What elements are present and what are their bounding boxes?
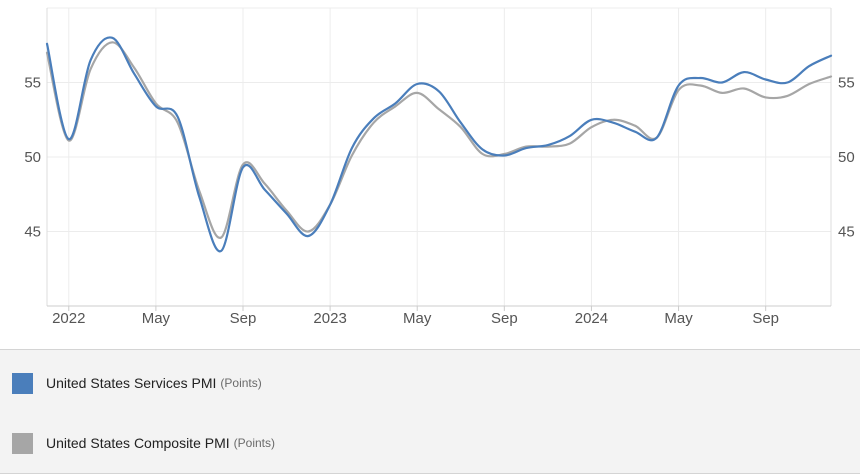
legend-swatch-services (12, 372, 33, 394)
y-tick-label-left: 55 (24, 75, 41, 92)
y-tick-label-right: 45 (838, 224, 855, 241)
axes (46, 8, 832, 311)
x-tick-label: 2023 (313, 310, 346, 327)
series-line-composite (45, 41, 833, 239)
chart-area: 45 45 50 50 55 55 2022 May Sep 2023 May Sep 2024 May S… (24, 7, 855, 328)
x-tick-label: May (142, 310, 171, 327)
x-tick-label: May (403, 310, 432, 327)
x-tick-label: 2024 (575, 310, 608, 327)
gridlines (47, 7, 831, 306)
legend-label-services: United States Services PMI (46, 375, 217, 391)
legend-unit-composite: (Points) (233, 436, 275, 450)
legend-label-composite: United States Composite PMI (46, 435, 230, 451)
x-tick-label: May (664, 310, 693, 327)
legend: United States Services PMI (Points) Unit… (0, 349, 860, 474)
tick-labels: 45 45 50 50 55 55 2022 May Sep 2023 May Sep 2024 May S… (24, 75, 854, 328)
x-tick-label: 2022 (52, 310, 85, 327)
series-lines (45, 36, 833, 253)
legend-item-services[interactable]: United States Services PMI (Points) (12, 372, 262, 394)
x-tick-label: Sep (230, 310, 257, 327)
y-tick-label-left: 50 (24, 149, 41, 166)
x-tick-label: Sep (491, 310, 518, 327)
y-tick-label-right: 55 (838, 75, 855, 92)
y-tick-label-left: 45 (24, 224, 41, 241)
legend-unit-services: (Points) (220, 376, 262, 390)
x-tick-label: Sep (752, 310, 779, 327)
line-chart: 45 45 50 50 55 55 2022 May Sep 2023 May Sep 2024 May S… (24, 7, 855, 328)
series-line-services (45, 36, 833, 253)
y-tick-label-right: 50 (838, 149, 855, 166)
legend-item-composite[interactable]: United States Composite PMI (Points) (12, 432, 275, 454)
legend-swatch-composite (12, 432, 33, 454)
